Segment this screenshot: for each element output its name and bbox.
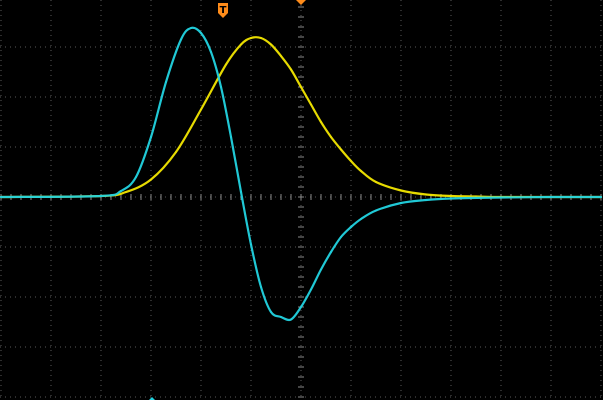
waveform-sample-point <box>260 286 262 288</box>
waveform-sample-point <box>165 81 167 83</box>
waveform-sample-point <box>310 103 312 106</box>
waveform-sample-point <box>425 193 427 196</box>
waveform-sample-point <box>310 288 312 291</box>
waveform-sample-point <box>210 51 212 53</box>
waveform-sample-point <box>240 43 242 46</box>
waveform-sample-point <box>360 218 362 220</box>
screen-markers: T <box>149 0 306 400</box>
waveform-trace-2 <box>0 26 603 322</box>
waveform-sample-point <box>360 170 362 172</box>
waveform-sample-point <box>240 191 242 193</box>
waveform-sample-point <box>300 86 302 88</box>
trigger-position-label: T <box>220 5 227 16</box>
waveform-sample-point <box>280 55 282 57</box>
waveform-sample-point <box>500 196 502 199</box>
waveform-trace-1 <box>0 36 603 199</box>
waveform-sample-point <box>270 43 272 46</box>
waveform-sample-point <box>450 195 452 197</box>
waveform-sample-point <box>280 316 282 318</box>
waveform-sample-point <box>330 136 332 138</box>
waveform-sample-point <box>270 311 272 313</box>
channel-marker-icon[interactable] <box>149 397 155 400</box>
waveform-sample-point <box>175 151 177 153</box>
waveform-sample-point <box>225 63 227 66</box>
waveform-sample-point <box>320 121 322 123</box>
waveform-sample-point <box>250 243 252 246</box>
waveform-sample-point <box>330 251 332 253</box>
waveform-traces <box>0 26 603 322</box>
center-marker-icon[interactable] <box>296 0 306 5</box>
waveform-sample-point <box>350 160 352 162</box>
waveform-sample-point <box>450 197 452 200</box>
waveform-sample-point <box>150 136 152 138</box>
waveform-sample-point <box>320 268 322 271</box>
waveform-sample-point <box>200 108 202 111</box>
waveform-sample-point <box>290 68 292 71</box>
waveform-sample-point <box>400 189 402 192</box>
waveform-sample-point <box>550 196 552 198</box>
waveform-sample-point <box>250 37 252 39</box>
waveform-sample-point <box>375 209 377 212</box>
trigger-position-icon[interactable]: T <box>218 3 228 18</box>
waveform-sample-point <box>150 178 152 181</box>
waveform-sample-point <box>200 32 202 34</box>
center-marker-shape <box>296 0 306 5</box>
waveform-sample-point <box>100 195 102 197</box>
channel-marker-shape <box>149 397 155 400</box>
trigger-position-shape <box>218 3 228 18</box>
waveform-sample-point <box>220 86 222 88</box>
waveform-sample-point <box>350 226 352 228</box>
waveform-sample-point <box>375 181 377 183</box>
waveform-sample-point <box>190 27 192 29</box>
waveform-sample-point <box>340 148 342 151</box>
waveform-sample-point <box>600 196 602 198</box>
waveform-sample-point <box>340 236 342 238</box>
waveform-sample-point <box>400 202 402 204</box>
waveform-sample-point <box>180 38 182 41</box>
waveform-sample-point <box>135 176 137 178</box>
waveform-sample-point <box>425 199 427 201</box>
waveform-sample-point <box>290 318 292 321</box>
waveform-sample-point <box>120 190 122 192</box>
waveform-sample-point <box>300 306 302 308</box>
waveform-sample-point <box>260 37 262 39</box>
waveform-sample-point <box>0 196 2 198</box>
waveform-sample-point <box>125 191 127 193</box>
waveform-sample-point <box>230 136 232 138</box>
